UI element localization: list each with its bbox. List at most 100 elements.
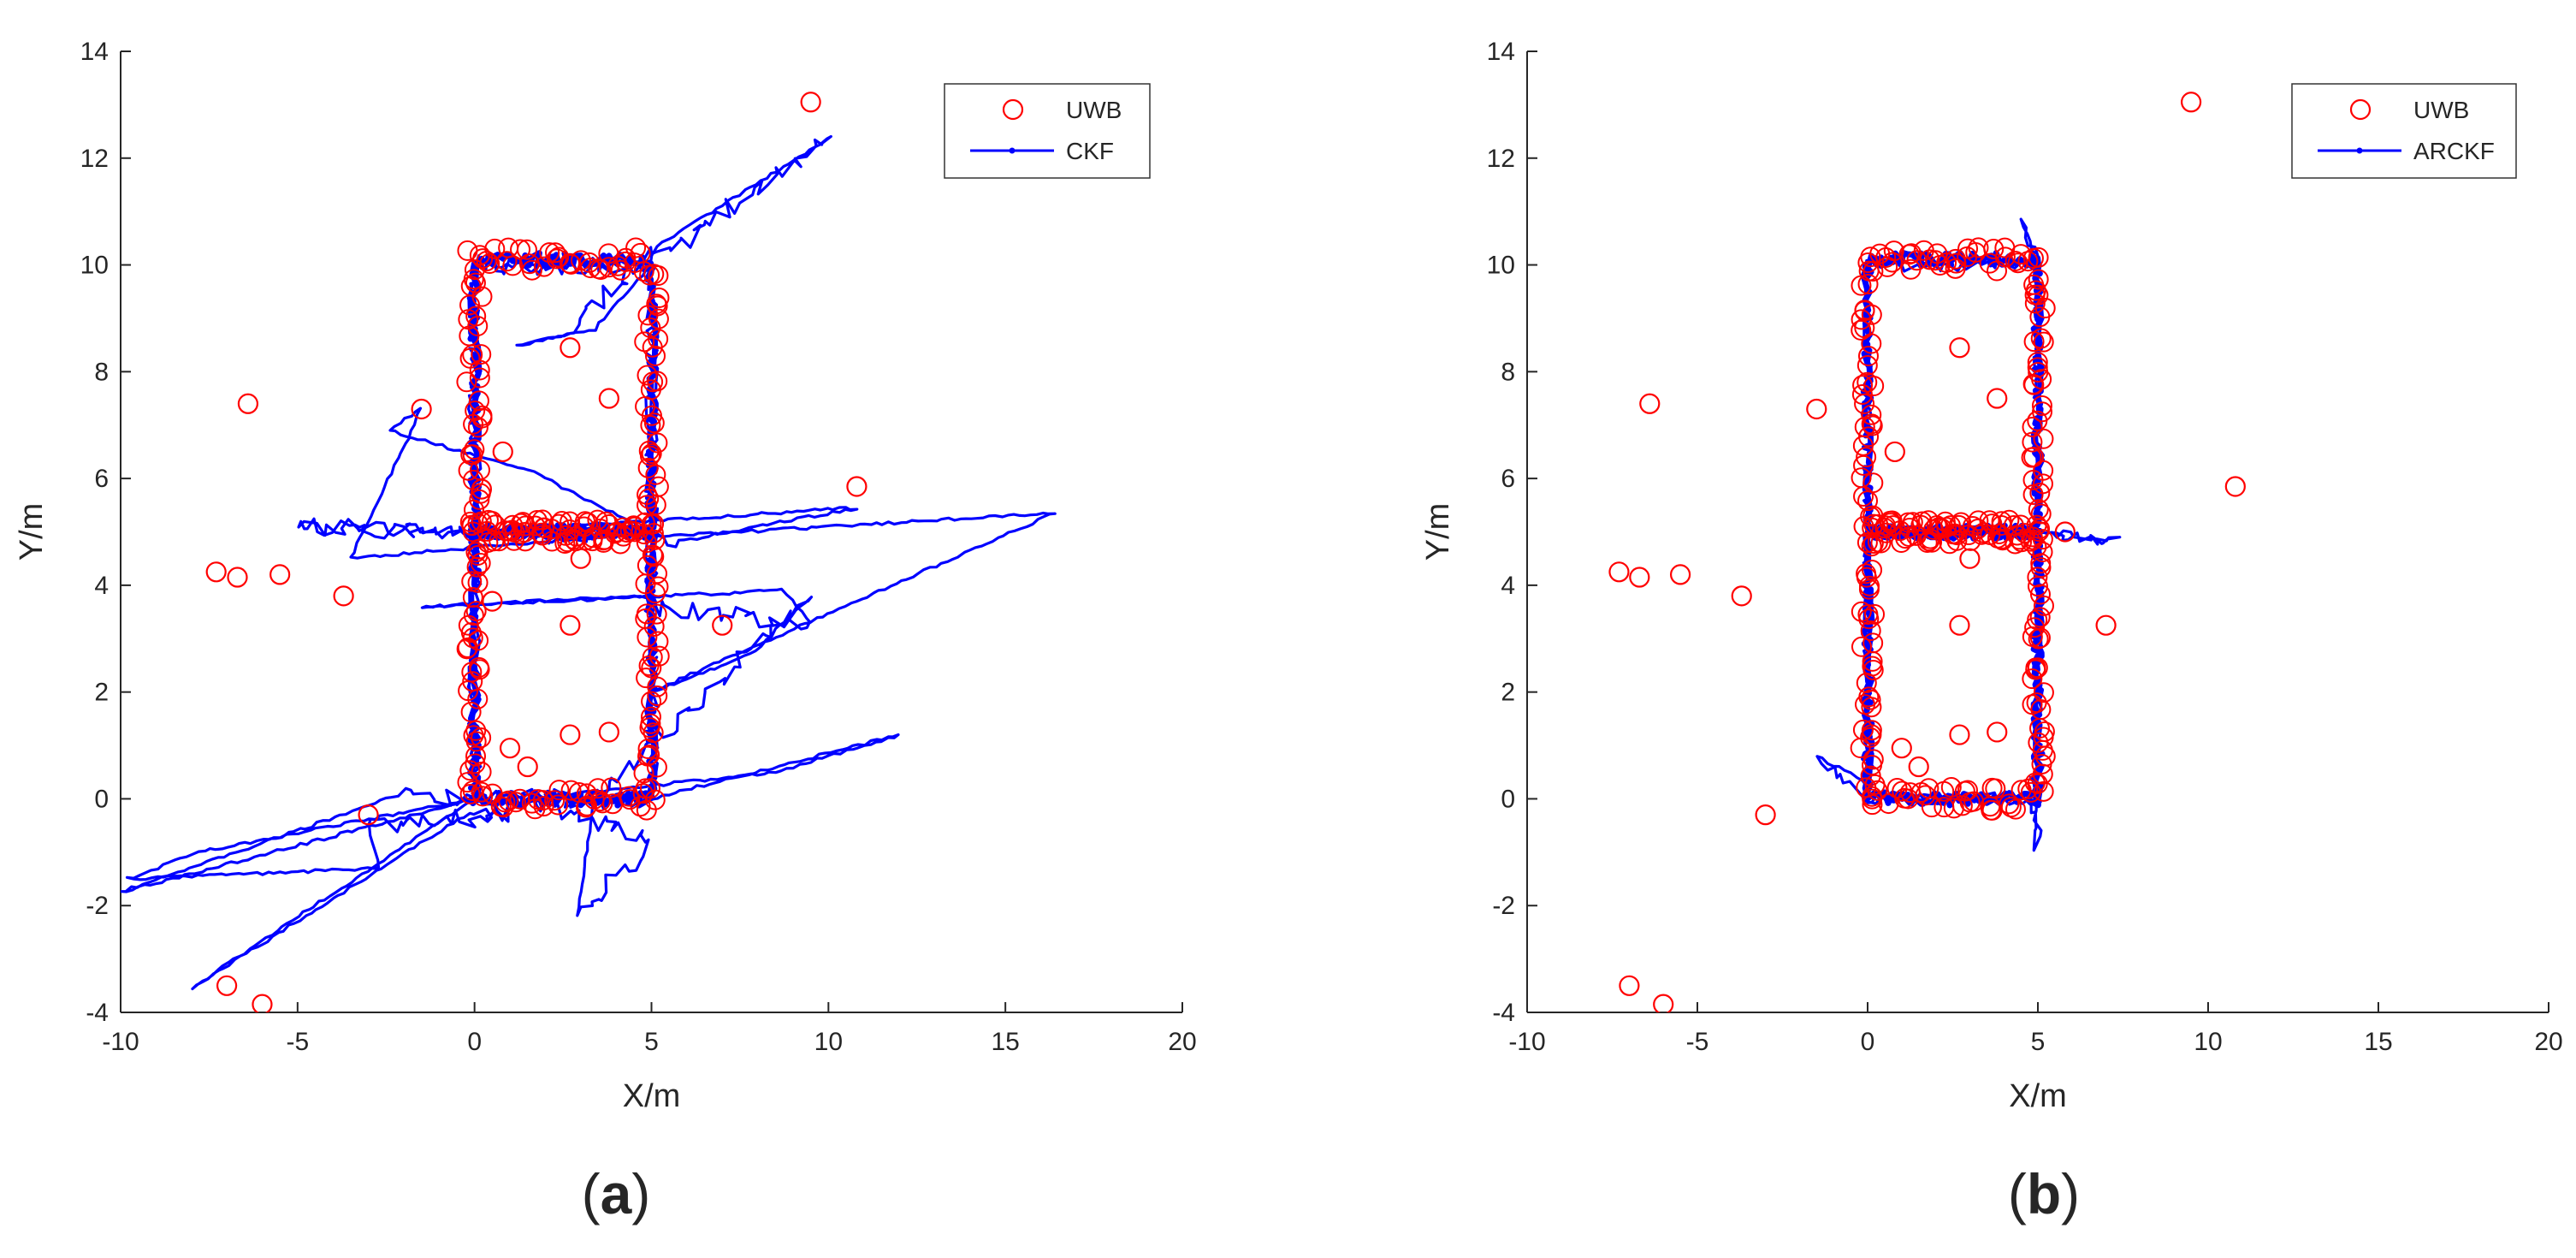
uwb-point xyxy=(647,432,668,454)
legend-filter-label: ARCKF xyxy=(2413,138,2495,164)
uwb-point xyxy=(1862,659,1884,680)
uwb-point xyxy=(471,761,492,782)
uwb-point xyxy=(1864,603,1886,625)
uwb-point xyxy=(464,259,485,281)
uwb-point xyxy=(533,517,554,538)
uwb-point xyxy=(637,365,658,386)
filter-track-dense xyxy=(1860,250,2046,542)
uwb-point xyxy=(2023,274,2045,295)
uwb-point xyxy=(1898,517,1920,538)
uwb-point xyxy=(643,546,665,567)
uwb-point xyxy=(1853,485,1874,507)
uwb-point xyxy=(648,645,670,667)
panel-label-open: ( xyxy=(2008,1162,2027,1225)
panel-label: (b) xyxy=(2008,1162,2080,1225)
y-tick-label: 6 xyxy=(1501,465,1515,493)
uwb-outlier-point xyxy=(1755,804,1776,826)
uwb-outlier-point xyxy=(800,92,821,113)
uwb-point xyxy=(1968,510,1989,531)
uwb-point xyxy=(587,778,608,799)
legend-box xyxy=(2291,83,2517,179)
uwb-point xyxy=(645,345,666,366)
uwb-point xyxy=(1851,319,1872,341)
uwb-point xyxy=(648,288,670,309)
filter-track-line xyxy=(121,134,1057,991)
x-tick-label: 15 xyxy=(991,1028,1019,1056)
uwb-point xyxy=(647,676,668,697)
uwb-point xyxy=(465,401,486,422)
uwb-point xyxy=(532,790,554,811)
uwb-point xyxy=(560,780,582,801)
uwb-outlier-point xyxy=(333,585,354,607)
y-tick-label: -2 xyxy=(1492,892,1515,920)
uwb-point xyxy=(1948,514,1969,536)
uwb-point xyxy=(625,237,647,258)
uwb-point xyxy=(2023,446,2045,467)
uwb-point xyxy=(1910,514,1932,536)
uwb-point xyxy=(1856,447,1877,468)
uwb-point xyxy=(2022,416,2043,437)
x-axis-label: X/m xyxy=(2009,1078,2067,1114)
uwb-outlier-point xyxy=(205,561,227,583)
uwb-point xyxy=(461,571,483,592)
uwb-point xyxy=(457,240,478,261)
uwb-point xyxy=(498,790,519,811)
uwb-point xyxy=(533,256,554,277)
plot-area xyxy=(1608,92,2246,1012)
y-tick-label: 14 xyxy=(80,38,109,66)
uwb-point xyxy=(467,572,489,593)
panel-label-letter: a xyxy=(601,1162,633,1225)
y-tick-label: 0 xyxy=(1501,785,1515,813)
legend-uwb-label: UWB xyxy=(2413,97,2469,123)
uwb-point xyxy=(1862,794,1883,816)
uwb-point xyxy=(2017,778,2039,799)
uwb-point xyxy=(1862,786,1883,807)
uwb-point xyxy=(642,646,663,668)
uwb-point xyxy=(469,245,490,266)
x-tick-label: -10 xyxy=(1508,1028,1545,1056)
uwb-point xyxy=(544,790,566,811)
uwb-point xyxy=(1852,435,1874,456)
uwb-point xyxy=(1858,579,1880,600)
uwb-point xyxy=(457,637,478,658)
uwb-point xyxy=(1927,243,1948,264)
uwb-point xyxy=(1957,780,1978,801)
x-tick-label: 20 xyxy=(2534,1028,2562,1056)
uwb-point xyxy=(648,631,669,652)
uwb-point xyxy=(2007,252,2028,274)
uwb-point xyxy=(592,792,613,814)
uwb-point xyxy=(2000,797,2022,818)
uwb-point xyxy=(471,781,492,803)
uwb-point xyxy=(1940,776,1962,798)
uwb-point xyxy=(2028,284,2049,306)
y-tick-label: 2 xyxy=(1501,679,1515,707)
x-tick-label: 10 xyxy=(2194,1028,2222,1056)
uwb-point xyxy=(1857,346,1879,367)
uwb-point xyxy=(531,509,553,531)
y-tick-label: 8 xyxy=(94,358,109,386)
uwb-point xyxy=(616,521,637,543)
uwb-point xyxy=(2017,251,2039,272)
uwb-outlier-point xyxy=(1949,337,1970,359)
uwb-point xyxy=(467,545,489,567)
uwb-point xyxy=(477,520,498,542)
panel-b-chart: -10 -5 0 5 10 15 20 -4 -2 0 2 4 6 8 10 12 14 X/m Y/m UWB ARC… xyxy=(1420,38,2563,1225)
uwb-point xyxy=(2034,298,2056,319)
x-tick-label: -5 xyxy=(286,1028,309,1056)
uwb-point xyxy=(644,529,666,550)
panel-label-open: ( xyxy=(582,1162,601,1225)
uwb-point xyxy=(1856,531,1878,553)
uwb-outlier-point xyxy=(1959,548,1981,569)
uwb-outlier-point xyxy=(269,564,291,585)
uwb-outlier-point xyxy=(1639,393,1661,414)
uwb-outlier-point xyxy=(598,721,619,743)
uwb-point xyxy=(463,605,484,626)
uwb-point xyxy=(1957,246,1978,268)
uwb-point xyxy=(1999,793,2020,815)
uwb-point xyxy=(647,295,668,317)
uwb-outlier-point xyxy=(482,590,503,612)
uwb-point xyxy=(1929,255,1951,276)
uwb-point xyxy=(468,390,489,412)
uwb-point xyxy=(1851,309,1872,330)
uwb-outlier-point xyxy=(227,567,248,588)
